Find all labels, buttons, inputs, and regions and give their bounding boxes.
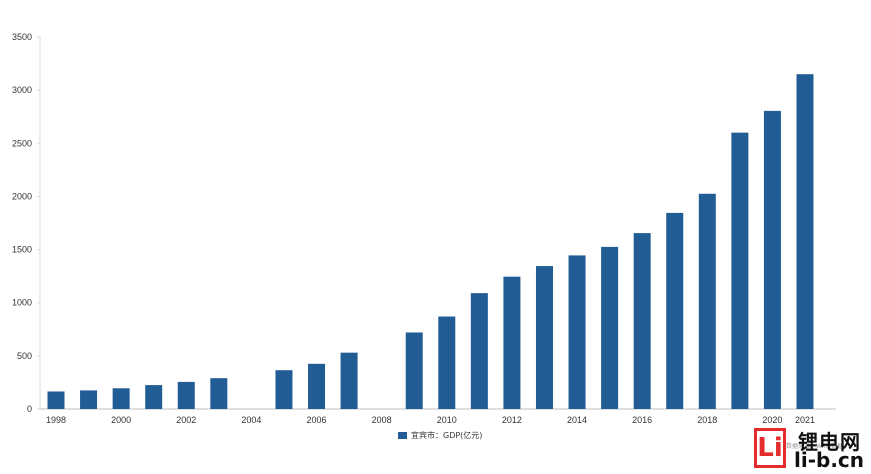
y-tick-label: 1000 bbox=[12, 298, 32, 308]
bar-2020 bbox=[763, 110, 781, 410]
y-tick-label: 2000 bbox=[12, 191, 32, 201]
x-tick-label: 2008 bbox=[372, 415, 392, 425]
y-tick-label: 1500 bbox=[12, 245, 32, 255]
logo-letter: Li bbox=[757, 433, 783, 463]
bar-1999 bbox=[80, 390, 98, 409]
x-axis: 1998 2000 2002 2004 2006 2008 2010 2012 2014 2016… bbox=[40, 408, 836, 425]
legend-swatch bbox=[398, 432, 407, 439]
bar-2021 bbox=[796, 74, 814, 409]
source-note: 数据来源：Wind数据 bbox=[786, 443, 844, 450]
x-tick-label: 2018 bbox=[697, 415, 717, 425]
bar-2000 bbox=[112, 388, 130, 409]
y-tick-label: 3500 bbox=[12, 32, 32, 42]
x-tick-label: 2012 bbox=[502, 415, 522, 425]
bar-2010 bbox=[438, 316, 456, 409]
bar-2013 bbox=[535, 266, 553, 409]
y-axis: 0 500 1000 1500 2000 2500 3000 3500 bbox=[12, 32, 41, 414]
logo-box: Li bbox=[754, 428, 786, 468]
bar-2019 bbox=[731, 132, 749, 409]
bar-2014 bbox=[568, 255, 586, 409]
bar-series bbox=[47, 74, 814, 410]
bar-2007 bbox=[340, 352, 358, 409]
bar-2006 bbox=[308, 363, 326, 409]
logo-en-text: li-b.cn bbox=[794, 448, 865, 472]
bar-2003 bbox=[210, 378, 228, 409]
x-tick-label: 2020 bbox=[762, 415, 782, 425]
y-tick-label: 2500 bbox=[12, 138, 32, 148]
logo-cn-text: 锂电网 bbox=[798, 430, 861, 454]
x-tick-label: 2016 bbox=[632, 415, 652, 425]
bar-2012 bbox=[503, 276, 521, 409]
bar-2018 bbox=[698, 193, 716, 409]
y-tick-label: 500 bbox=[17, 351, 32, 361]
bar-2016 bbox=[633, 233, 651, 409]
y-tick-label: 3000 bbox=[12, 85, 32, 95]
bar-2005 bbox=[275, 370, 293, 409]
bar-2002 bbox=[177, 381, 195, 409]
x-tick-label: 2004 bbox=[241, 415, 261, 425]
x-tick-label: 2002 bbox=[176, 415, 196, 425]
legend-label: 宜宾市：GDP(亿元) bbox=[411, 431, 483, 440]
bar-2017 bbox=[666, 212, 684, 409]
bar-2011 bbox=[470, 293, 488, 409]
bar-2009 bbox=[405, 332, 423, 409]
bar-1998 bbox=[47, 391, 65, 409]
watermark-logo: Li 锂电网 li-b.cn bbox=[754, 428, 871, 474]
y-tick-label: 0 bbox=[27, 404, 32, 414]
bar-2015 bbox=[601, 246, 619, 409]
x-tick-label: 2021 bbox=[795, 415, 815, 425]
x-tick-label: 2006 bbox=[307, 415, 327, 425]
x-tick-label: 1998 bbox=[46, 415, 66, 425]
x-tick-label: 2010 bbox=[437, 415, 457, 425]
bar-2001 bbox=[145, 385, 163, 409]
x-tick-label: 2000 bbox=[111, 415, 131, 425]
legend: 宜宾市：GDP(亿元) bbox=[398, 430, 482, 441]
x-tick-label: 2014 bbox=[567, 415, 587, 425]
